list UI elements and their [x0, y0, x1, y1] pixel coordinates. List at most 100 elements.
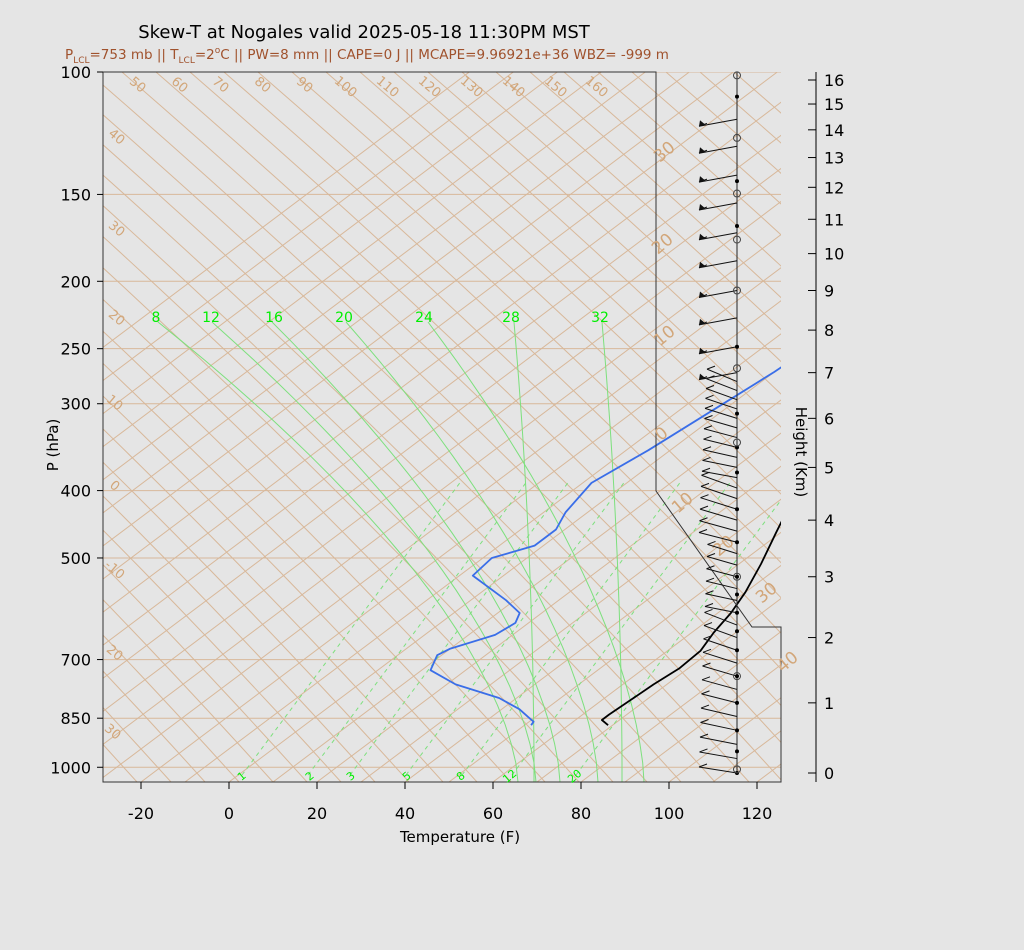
wind-level-dot — [735, 749, 739, 754]
wind-barb-pennant — [699, 261, 706, 268]
dry-adiabat — [103, 235, 648, 782]
wind-barb — [705, 580, 738, 590]
dry-adiabat-label: 30 — [105, 218, 127, 240]
wind-level-dot — [735, 574, 739, 579]
moist-adiabat — [513, 321, 535, 782]
mixing-ratio-line — [349, 479, 571, 776]
moist-adiabat-label: 16 — [265, 310, 283, 326]
temperature-tick-label: -20 — [128, 804, 154, 823]
wind-barb-pennant — [699, 233, 706, 240]
moist-adiabat — [427, 321, 645, 782]
wind-calm-circle — [733, 189, 741, 198]
dry-adiabat — [103, 174, 716, 782]
isotherm-label: 10 — [668, 489, 697, 518]
isotherm-line — [103, 134, 781, 646]
wind-barb — [701, 679, 738, 690]
wind-level-dot — [735, 179, 739, 184]
wind-level-dot — [735, 94, 739, 99]
wind-barb — [701, 474, 738, 489]
wind-barb-flag — [701, 676, 711, 681]
isotherm-label: 20 — [648, 230, 677, 259]
wind-level-dot — [735, 470, 739, 475]
dry-adiabat — [0, 72, 1, 782]
moist-adiabat — [157, 321, 519, 782]
dry-adiabat — [325, 72, 781, 495]
wind-barb-flag — [703, 622, 713, 627]
height-tick-label: 11 — [824, 210, 844, 229]
pressure-tick-label: 500 — [60, 549, 91, 568]
wind-barb-flag — [703, 425, 713, 430]
dry-adiabat-label: 90 — [293, 74, 315, 96]
wind-level-dot — [735, 445, 739, 450]
wind-calm-circle — [733, 572, 741, 581]
dry-adiabat — [427, 72, 781, 395]
wind-calm-circle — [733, 286, 741, 295]
dry-adiabat — [597, 72, 781, 236]
isotherm-line — [845, 72, 1024, 782]
dry-adiabat — [103, 634, 240, 782]
wind-barb-flag — [704, 415, 713, 419]
isotherm-label: 30 — [650, 138, 679, 167]
tlcl-degree: o — [215, 46, 221, 56]
wind-barb-flag — [699, 517, 708, 522]
dry-adiabat-label: 60 — [168, 74, 190, 96]
moist-adiabat-label: 8 — [152, 310, 161, 326]
pressure-tick-label: 250 — [60, 340, 91, 359]
wind-barb — [701, 693, 738, 704]
dry-adiabat — [103, 461, 410, 782]
height-tick-label: 4 — [824, 511, 834, 530]
dry-adiabat-label: 160 — [582, 74, 611, 101]
isotherm-line — [103, 72, 602, 448]
height-tick-label: 6 — [824, 409, 834, 428]
pressure-tick-label: 150 — [60, 185, 91, 204]
wind-barb-flag — [705, 394, 714, 399]
wind-barb-flag — [699, 505, 709, 510]
plcl-sub: LCL — [73, 56, 89, 66]
pressure-tick-label: 850 — [60, 709, 91, 728]
height-tick-label: 3 — [824, 568, 834, 587]
isotherm-line — [140, 300, 781, 782]
wind-barb — [702, 665, 738, 677]
dry-adiabat — [103, 564, 308, 782]
x-axis-label: Temperature (F) — [399, 828, 520, 846]
moist-adiabat-label: 24 — [415, 310, 433, 326]
wind-barb — [706, 378, 738, 392]
y-axis-label: P (hPa) — [44, 419, 62, 472]
temperature-tick-label: 100 — [654, 804, 685, 823]
wind-barb — [705, 593, 738, 602]
moist-adiabat-label: 32 — [591, 310, 609, 326]
wind-calm-circle — [733, 765, 741, 774]
wind-barb — [704, 407, 738, 419]
wind-barb — [701, 470, 738, 479]
mixing-ratio-line — [575, 499, 781, 776]
mixing-ratio-line — [511, 479, 733, 776]
wind-calm-circle — [733, 438, 741, 447]
dry-adiabat — [103, 298, 580, 782]
wind-barb-flag — [706, 565, 715, 570]
wind-barb-flag — [701, 690, 710, 695]
isotherm-line — [103, 234, 781, 746]
isotherm-line — [228, 366, 781, 782]
mixing-ratio-label: 5 — [400, 769, 414, 783]
dry-adiabat — [103, 706, 172, 782]
dry-adiabat — [699, 72, 781, 144]
wind-level-dot — [735, 223, 739, 228]
temperature-tick-label: 0 — [224, 804, 234, 823]
chart-subtitle: PLCL=753 mb || TLCL=2oC || PW=8 mm || CA… — [65, 46, 669, 66]
isotherm-line — [103, 72, 514, 382]
dry-adiabat-label: 150 — [541, 74, 570, 101]
wind-barb-flag — [704, 404, 714, 409]
dry-adiabat — [563, 72, 781, 267]
height-tick-label: 16 — [824, 71, 844, 90]
wind-barb — [700, 722, 738, 731]
wind-level-dot — [735, 610, 739, 615]
wind-level-dot — [735, 648, 739, 653]
wind-barb-flag — [703, 635, 712, 640]
pressure-tick-label: 200 — [60, 272, 91, 291]
mixing-ratio-label: 3 — [344, 769, 358, 783]
temperature-trace — [601, 520, 781, 726]
dry-adiabat — [103, 395, 478, 782]
wind-barb-flag — [698, 763, 708, 768]
isotherm-line — [272, 399, 781, 782]
